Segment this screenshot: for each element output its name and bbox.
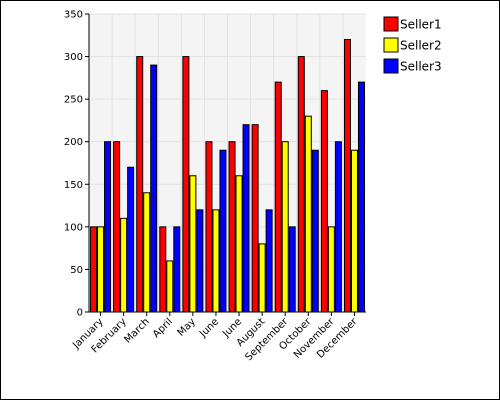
x-tick-label: May: [176, 316, 198, 338]
legend-swatch-seller1: [383, 16, 399, 32]
legend: Seller1 Seller2 Seller3: [383, 16, 442, 74]
bar-seller1-september: [274, 81, 282, 313]
bar-seller2-june: [235, 175, 243, 313]
bar-seller3-may: [196, 209, 204, 313]
bar-seller2-may: [189, 175, 197, 313]
bar-seller3-january: [104, 141, 112, 313]
bar-seller1-december: [343, 39, 351, 313]
bar-seller2-september: [281, 141, 289, 313]
legend-swatch-seller3: [383, 58, 399, 74]
bar-seller3-august: [265, 209, 273, 313]
legend-label-seller1: Seller1: [400, 18, 442, 32]
bar-seller1-april: [159, 226, 167, 313]
bar-seller2-january: [97, 226, 105, 313]
bar-seller2-october: [304, 115, 312, 313]
bar-seller2-april: [166, 260, 174, 313]
legend-label-seller2: Seller2: [400, 39, 442, 53]
y-tick-label: 0: [77, 308, 83, 319]
bar-seller1-november: [320, 90, 328, 313]
grid-lines: [89, 13, 366, 312]
bar-seller3-april: [173, 226, 181, 313]
y-tick-label: 300: [64, 52, 83, 63]
y-axis-ticks: 0 50 100 150 200 250 300 350: [64, 10, 89, 319]
bar-seller3-june: [242, 124, 250, 313]
bar-seller1-august: [251, 124, 259, 313]
y-tick-label: 250: [64, 95, 83, 106]
bar-seller1-march: [136, 56, 144, 313]
y-tick-label: 200: [64, 137, 83, 148]
bar-seller2-march: [143, 192, 151, 313]
y-tick-label: 50: [70, 265, 83, 276]
bars: [90, 39, 365, 313]
x-tick-label: June: [197, 316, 221, 340]
bar-seller1-february: [113, 141, 121, 313]
bar-seller1-june: [228, 141, 236, 313]
legend-label-seller3: Seller3: [400, 60, 442, 74]
x-tick-label: April: [151, 316, 175, 340]
bar-seller1-october: [297, 56, 305, 313]
bar-seller1-may: [182, 56, 190, 313]
bar-seller1-january: [90, 226, 98, 313]
y-tick-label: 100: [64, 222, 83, 233]
legend-swatch-seller2: [383, 37, 399, 53]
bar-seller1-june: [205, 141, 213, 313]
bar-seller3-february: [127, 166, 135, 313]
bar-seller2-december: [350, 149, 358, 313]
bar-seller2-february: [120, 217, 128, 313]
x-tick-label: March: [122, 316, 151, 345]
bar-seller3-october: [311, 149, 319, 313]
bar-seller3-september: [288, 226, 296, 313]
y-tick-label: 350: [64, 10, 83, 21]
bar-seller2-june: [212, 209, 220, 313]
bar-seller2-november: [327, 226, 335, 313]
bar-seller3-december: [357, 81, 365, 313]
y-tick-label: 150: [64, 180, 83, 191]
bar-seller3-november: [334, 141, 342, 313]
bar-seller2-august: [258, 243, 266, 313]
bar-seller3-march: [150, 64, 158, 313]
bar-seller3-june: [219, 149, 227, 313]
